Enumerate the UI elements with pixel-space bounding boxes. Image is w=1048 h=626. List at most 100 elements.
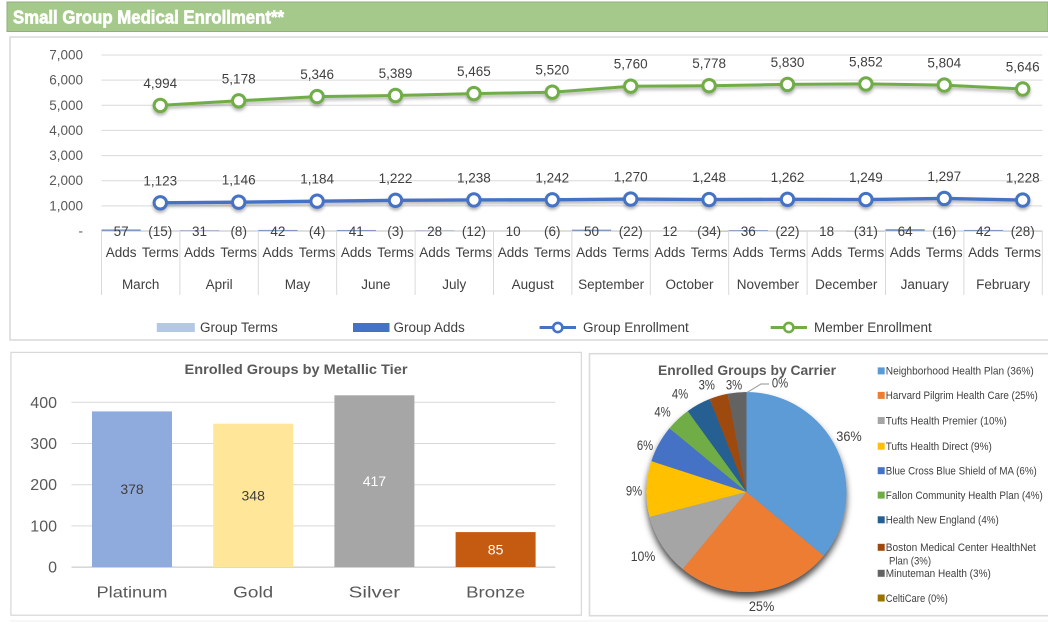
svg-text:October: October xyxy=(665,277,714,292)
svg-text:5,000: 5,000 xyxy=(49,98,83,113)
svg-text:9%: 9% xyxy=(626,482,642,498)
svg-text:1,146: 1,146 xyxy=(222,173,256,188)
svg-text:Adds: Adds xyxy=(106,245,137,260)
svg-text:1,123: 1,123 xyxy=(143,173,177,188)
svg-text:348: 348 xyxy=(242,487,266,503)
svg-text:4%: 4% xyxy=(654,404,670,420)
svg-text:Enrolled Groups by Metallic Ti: Enrolled Groups by Metallic Tier xyxy=(185,361,409,377)
svg-text:2,000: 2,000 xyxy=(49,173,83,188)
svg-text:3%: 3% xyxy=(726,376,742,392)
svg-text:June: June xyxy=(361,277,390,292)
svg-text:(15): (15) xyxy=(148,224,172,239)
svg-text:0%: 0% xyxy=(772,375,788,391)
svg-text:1,184: 1,184 xyxy=(300,172,334,187)
svg-text:3%: 3% xyxy=(699,377,715,393)
svg-text:1,248: 1,248 xyxy=(692,170,726,185)
svg-text:(16): (16) xyxy=(932,224,956,239)
svg-text:Adds: Adds xyxy=(419,245,450,260)
svg-text:Adds: Adds xyxy=(890,245,921,260)
svg-text:(22): (22) xyxy=(775,224,799,239)
svg-text:4%: 4% xyxy=(672,386,688,402)
svg-text:1,262: 1,262 xyxy=(771,170,805,185)
svg-text:5,178: 5,178 xyxy=(222,71,256,86)
svg-text:February: February xyxy=(976,277,1030,292)
svg-text:5,852: 5,852 xyxy=(849,54,883,69)
svg-text:Terms: Terms xyxy=(142,245,179,260)
svg-text:(3): (3) xyxy=(387,224,404,239)
svg-text:Minuteman Health (3%): Minuteman Health (3%) xyxy=(886,568,991,580)
svg-text:300: 300 xyxy=(30,436,57,453)
svg-text:Fallon Community Health Plan (: Fallon Community Health Plan (4%) xyxy=(886,490,1043,502)
svg-text:5,760: 5,760 xyxy=(614,57,648,72)
svg-text:Member Enrollment: Member Enrollment xyxy=(814,320,932,335)
svg-text:Harvard Pilgrim Health Care (2: Harvard Pilgrim Health Care (25%) xyxy=(886,390,1038,402)
svg-text:Terms: Terms xyxy=(691,245,728,260)
svg-text:1,000: 1,000 xyxy=(49,198,83,213)
svg-text:March: March xyxy=(122,277,160,292)
svg-text:Group Terms: Group Terms xyxy=(200,320,278,335)
svg-text:Gold: Gold xyxy=(233,585,273,602)
svg-text:1,222: 1,222 xyxy=(379,171,413,186)
svg-text:25%: 25% xyxy=(749,598,775,614)
svg-text:1,249: 1,249 xyxy=(849,170,883,185)
svg-text:1,238: 1,238 xyxy=(457,170,491,185)
svg-text:Plan (3%): Plan (3%) xyxy=(889,555,931,567)
svg-text:Bronze: Bronze xyxy=(466,585,525,602)
svg-text:(22): (22) xyxy=(619,224,643,239)
svg-text:4,000: 4,000 xyxy=(49,123,83,138)
svg-text:December: December xyxy=(815,277,878,292)
svg-text:April: April xyxy=(206,277,233,292)
svg-text:Terms: Terms xyxy=(848,245,885,260)
svg-text:10%: 10% xyxy=(631,548,656,564)
svg-text:3,000: 3,000 xyxy=(49,148,83,163)
svg-text:1,297: 1,297 xyxy=(927,169,961,184)
svg-text:(4): (4) xyxy=(309,224,326,239)
svg-text:Adds: Adds xyxy=(655,245,686,260)
svg-text:Boston Medical Center HealthNe: Boston Medical Center HealthNet xyxy=(886,542,1036,554)
svg-text:64: 64 xyxy=(898,224,914,239)
svg-text:42: 42 xyxy=(270,224,285,239)
svg-text:-: - xyxy=(79,224,84,239)
svg-text:Terms: Terms xyxy=(220,245,257,260)
svg-text:31: 31 xyxy=(192,224,207,239)
svg-text:Terms: Terms xyxy=(926,245,963,260)
svg-text:42: 42 xyxy=(976,224,991,239)
svg-text:Group Adds: Group Adds xyxy=(394,320,466,335)
svg-text:Terms: Terms xyxy=(377,245,414,260)
svg-text:57: 57 xyxy=(114,224,129,239)
svg-text:Adds: Adds xyxy=(968,245,999,260)
svg-text:Adds: Adds xyxy=(733,245,764,260)
svg-text:Terms: Terms xyxy=(456,245,493,260)
svg-text:5,778: 5,778 xyxy=(692,56,726,71)
svg-text:Group Enrollment: Group Enrollment xyxy=(583,320,689,335)
svg-text:May: May xyxy=(285,277,311,292)
svg-text:August: August xyxy=(512,277,554,292)
svg-text:Adds: Adds xyxy=(576,245,607,260)
svg-text:Adds: Adds xyxy=(341,245,372,260)
svg-text:1,228: 1,228 xyxy=(1006,171,1040,186)
svg-text:Blue Cross Blue Shield of MA (: Blue Cross Blue Shield of MA (6%) xyxy=(886,466,1037,478)
svg-text:6,000: 6,000 xyxy=(49,73,83,88)
svg-text:6%: 6% xyxy=(637,437,653,453)
svg-text:1,270: 1,270 xyxy=(614,170,648,185)
svg-text:5,520: 5,520 xyxy=(535,63,569,78)
svg-text:4,994: 4,994 xyxy=(143,76,177,91)
svg-text:July: July xyxy=(442,277,466,292)
svg-text:378: 378 xyxy=(120,481,144,497)
svg-text:5,804: 5,804 xyxy=(927,56,961,71)
svg-text:Tufts Health Direct (9%): Tufts Health Direct (9%) xyxy=(886,441,992,453)
svg-text:November: November xyxy=(737,277,800,292)
svg-text:Terms: Terms xyxy=(612,245,649,260)
svg-text:5,465: 5,465 xyxy=(457,64,491,79)
svg-text:(6): (6) xyxy=(544,224,561,239)
svg-text:(8): (8) xyxy=(230,224,247,239)
svg-text:Terms: Terms xyxy=(534,245,571,260)
svg-text:85: 85 xyxy=(488,542,504,558)
svg-text:28: 28 xyxy=(427,224,442,239)
svg-text:Silver: Silver xyxy=(349,585,401,602)
svg-text:Platinum: Platinum xyxy=(97,585,168,602)
svg-text:Terms: Terms xyxy=(1004,245,1041,260)
svg-text:Neighborhood Health Plan (36%): Neighborhood Health Plan (36%) xyxy=(886,366,1034,378)
svg-text:Small Group Medical Enrollment: Small Group Medical Enrollment** xyxy=(13,7,285,28)
svg-text:Tufts Health Premier (10%): Tufts Health Premier (10%) xyxy=(886,415,1007,427)
